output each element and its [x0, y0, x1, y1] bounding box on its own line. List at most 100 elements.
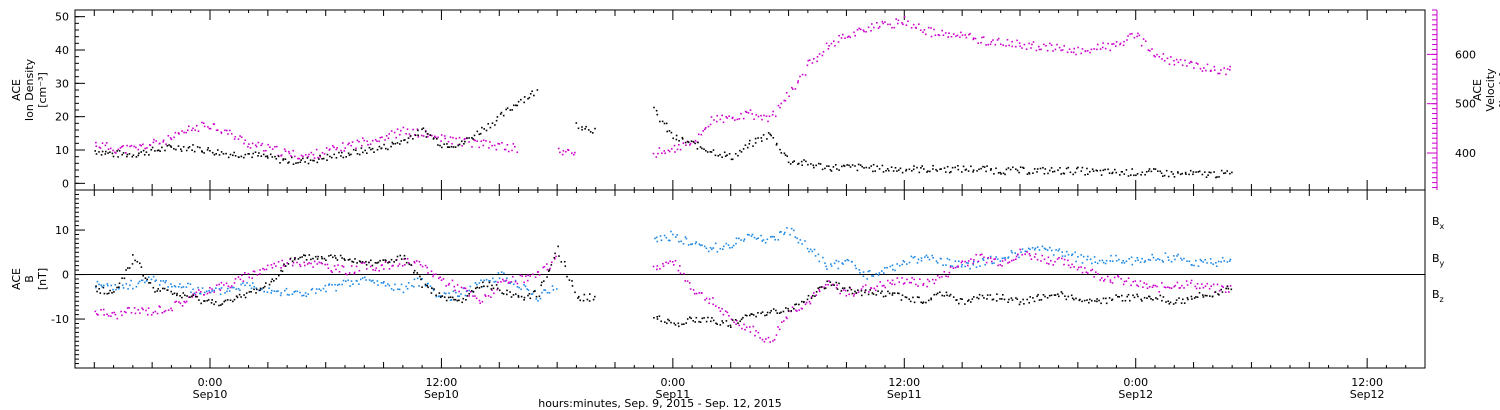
bx-point — [534, 290, 536, 292]
bx-point — [920, 301, 922, 304]
velocity-point — [744, 110, 747, 113]
by-point — [1204, 259, 1206, 261]
bx-point — [986, 298, 988, 300]
density-point — [1047, 172, 1049, 175]
bz-point — [426, 266, 428, 269]
bx-point — [935, 293, 938, 296]
velocity-point — [664, 152, 666, 155]
velocity-point — [1061, 49, 1064, 51]
bz-point — [1186, 284, 1189, 286]
velocity-point — [1075, 53, 1077, 56]
by-point — [835, 259, 838, 262]
by-point — [851, 261, 853, 263]
density-point — [705, 149, 707, 152]
bx-point — [1002, 294, 1004, 296]
density-point — [390, 145, 392, 148]
bx-point — [801, 300, 803, 303]
by-point — [443, 292, 446, 294]
by-point — [167, 286, 169, 288]
density-point — [846, 164, 848, 166]
density-point — [929, 170, 931, 173]
bz-point — [256, 274, 259, 276]
y-right-tick-label: 600 — [1455, 48, 1476, 61]
bz-point — [692, 289, 695, 291]
velocity-point — [315, 148, 318, 151]
by-point — [1052, 254, 1055, 256]
velocity-point — [1028, 42, 1030, 45]
by-point — [1074, 251, 1076, 254]
density-point — [350, 153, 352, 156]
by-point — [246, 282, 248, 284]
bz-point — [722, 313, 725, 316]
bz-point — [233, 282, 236, 284]
bx-point — [1175, 299, 1178, 301]
by-point — [1071, 253, 1074, 255]
velocity-point — [834, 45, 836, 47]
bx-point — [102, 286, 105, 289]
bz-point — [419, 264, 422, 266]
velocity-point — [927, 26, 930, 29]
bx-point — [563, 260, 566, 263]
bx-point — [721, 320, 723, 322]
bx-point — [1227, 287, 1230, 290]
by-point — [1044, 248, 1047, 250]
bx-point — [273, 280, 275, 282]
density-point — [1220, 169, 1223, 172]
bx-point — [1126, 295, 1128, 298]
velocity-point — [194, 129, 196, 131]
by-point — [1007, 256, 1010, 258]
bx-point — [1061, 292, 1064, 295]
by-point — [129, 284, 131, 287]
velocity-point — [162, 141, 164, 143]
velocity-point — [1140, 44, 1143, 47]
x-tick-label-time: 0:00 — [661, 376, 686, 389]
bx-point — [510, 296, 513, 298]
density-point — [1028, 171, 1030, 174]
density-point — [234, 155, 237, 157]
bx-point — [757, 312, 759, 314]
velocity-point — [1123, 40, 1125, 43]
bz-point — [1202, 286, 1205, 289]
velocity-point — [165, 143, 167, 145]
bz-point — [445, 285, 447, 287]
bx-point — [139, 262, 141, 265]
density-point — [872, 163, 875, 166]
bx-point — [271, 278, 274, 280]
bz-point — [227, 285, 230, 287]
density-point — [818, 162, 820, 165]
ylabel-line-density: Ion Density — [23, 58, 36, 121]
velocity-point — [1077, 46, 1079, 49]
bz-point — [130, 311, 133, 314]
bz-point — [938, 276, 941, 279]
velocity-point — [400, 129, 402, 132]
by-point — [468, 289, 470, 292]
velocity-point — [871, 23, 873, 25]
density-point — [786, 155, 788, 157]
bx-point — [462, 297, 465, 300]
density-point — [177, 145, 180, 147]
density-point — [1102, 169, 1105, 172]
by-point — [809, 248, 812, 251]
bz-point — [773, 338, 776, 341]
by-point — [174, 285, 177, 288]
density-point — [340, 155, 342, 157]
velocity-point — [1031, 43, 1033, 46]
bx-point — [880, 292, 882, 294]
velocity-point — [288, 152, 291, 155]
by-point — [1098, 259, 1101, 262]
density-point — [770, 134, 772, 137]
bx-point — [1152, 299, 1154, 301]
by-point — [1210, 262, 1212, 264]
velocity-point — [1115, 45, 1117, 47]
bx-point — [352, 261, 355, 263]
bx-point — [1221, 291, 1224, 293]
bz-point — [1164, 286, 1167, 289]
bz-point — [708, 302, 710, 305]
velocity-point — [881, 20, 884, 23]
bx-point — [1048, 294, 1051, 297]
density-point — [1091, 168, 1094, 170]
velocity-point — [478, 146, 481, 149]
bx-point — [134, 259, 136, 262]
by-point — [338, 283, 341, 286]
by-point — [1161, 259, 1164, 262]
